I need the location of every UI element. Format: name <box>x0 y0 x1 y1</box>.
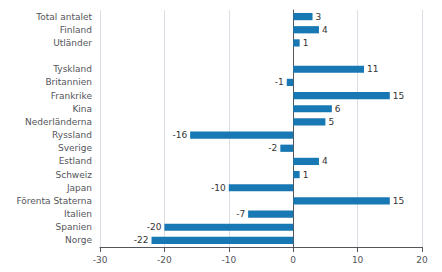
svg-text:1: 1 <box>303 38 309 48</box>
svg-text:15: 15 <box>393 196 404 206</box>
svg-text:-10: -10 <box>221 255 236 265</box>
svg-text:-16: -16 <box>172 130 187 140</box>
svg-text:Finland: Finland <box>60 25 92 35</box>
svg-text:-30: -30 <box>93 255 108 265</box>
svg-text:15: 15 <box>393 91 404 101</box>
svg-text:Nederländerna: Nederländerna <box>25 117 92 127</box>
svg-text:0: 0 <box>290 255 296 265</box>
svg-text:Ryssland: Ryssland <box>52 130 92 140</box>
svg-text:Utländer: Utländer <box>53 38 92 48</box>
svg-text:-7: -7 <box>236 209 245 219</box>
svg-text:11: 11 <box>367 64 378 74</box>
svg-text:Sverige: Sverige <box>58 143 92 153</box>
svg-text:1: 1 <box>303 170 309 180</box>
svg-text:Estland: Estland <box>59 156 92 166</box>
svg-text:Total antalet: Total antalet <box>35 12 92 22</box>
svg-text:Tyskland: Tyskland <box>52 64 92 74</box>
svg-text:-20: -20 <box>157 255 172 265</box>
svg-text:-2: -2 <box>268 143 277 153</box>
svg-text:-1: -1 <box>275 77 284 87</box>
svg-text:Frankrike: Frankrike <box>51 91 93 101</box>
svg-text:Italien: Italien <box>64 209 92 219</box>
svg-text:Kina: Kina <box>72 104 92 114</box>
svg-text:3: 3 <box>316 12 322 22</box>
svg-text:10: 10 <box>352 255 364 265</box>
svg-text:5: 5 <box>328 117 334 127</box>
svg-text:Förenta Staterna: Förenta Staterna <box>16 196 92 206</box>
svg-text:Britannien: Britannien <box>45 77 92 87</box>
svg-text:-20: -20 <box>147 222 162 232</box>
svg-text:-22: -22 <box>134 235 149 245</box>
svg-text:4: 4 <box>322 25 328 35</box>
svg-text:6: 6 <box>335 104 341 114</box>
svg-text:4: 4 <box>322 156 328 166</box>
svg-text:-10: -10 <box>211 183 226 193</box>
svg-text:Norge: Norge <box>65 235 92 245</box>
svg-text:Japan: Japan <box>66 183 92 193</box>
svg-text:20: 20 <box>416 255 428 265</box>
svg-text:Schweiz: Schweiz <box>56 170 93 180</box>
svg-text:Spanien: Spanien <box>56 222 92 232</box>
